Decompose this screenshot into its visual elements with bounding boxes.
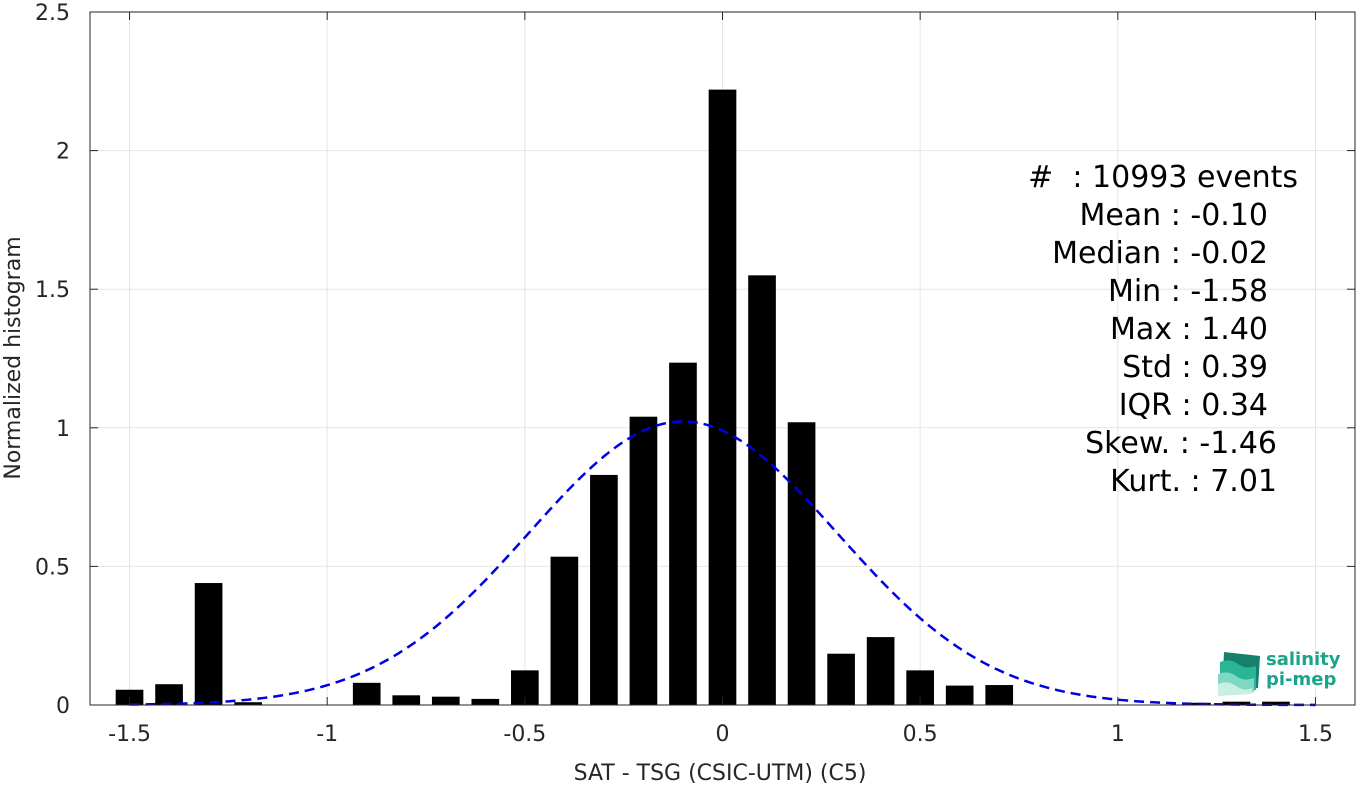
histogram-bar [748, 275, 776, 705]
statistics-box: # : 10993 events Mean : -0.10 Median : -… [0, 0, 1298, 499]
histogram-bar [945, 685, 974, 705]
wave-logo-icon [1218, 652, 1260, 696]
stat-kurt: Kurt. : 7.01 [1072, 429, 1277, 534]
stat-label: IQR [1118, 388, 1182, 423]
stat-max: Max : 1.40 [1072, 277, 1268, 382]
histogram-bar [392, 695, 421, 705]
histogram-bar [1183, 702, 1211, 705]
histogram-bar [590, 474, 618, 705]
normal-fit-curve [129, 420, 1316, 707]
stat-label: Max [1109, 312, 1182, 347]
logo-line-1: salinity [1266, 649, 1341, 670]
x-tick-label: 1.5 [1298, 722, 1333, 747]
stat-label: Mean [1079, 198, 1171, 233]
x-axis-label: SAT - TSG (CSIC-UTM) (C5) [574, 761, 867, 785]
stat-label: Kurt. [1110, 464, 1191, 499]
stat-value: : 0.34 [1181, 388, 1268, 423]
histogram-bar [985, 685, 1014, 705]
histogram-bar [708, 89, 737, 706]
histogram-bar [352, 682, 381, 705]
y-tick-label: 0.5 [35, 555, 70, 580]
stat-mean: Mean : -0.10 [1041, 163, 1268, 268]
stat-value: : -0.02 [1170, 236, 1268, 271]
stat-min: Min : -1.58 [1070, 239, 1268, 344]
histogram-bar [787, 422, 816, 705]
stat-iqr: IQR : 0.34 [1081, 353, 1268, 458]
y-tick-label: 2.5 [35, 1, 70, 26]
histogram-bar [629, 416, 658, 705]
stat-std: Std : 0.39 [1084, 315, 1268, 420]
histogram-bar [194, 583, 223, 705]
y-tick-label: 1 [56, 417, 70, 442]
histogram-bar [234, 702, 262, 705]
logo-line-2: pi-mep [1266, 669, 1337, 690]
stat-value: : -1.58 [1170, 274, 1268, 309]
x-tick-label: 0 [716, 722, 730, 747]
stat-label: # [1028, 160, 1073, 195]
histogram-bars [115, 89, 1290, 706]
stat-value: : 1.40 [1181, 312, 1268, 347]
stat-median: Median : -0.02 [1014, 201, 1268, 306]
stat-label: Std [1122, 350, 1182, 385]
stat-value: : 10993 events [1072, 160, 1299, 195]
x-tick-label: -1.5 [108, 722, 151, 747]
axis-ticks: -1.5 -1 -0.5 0 0.5 1 1.5 0 0.5 1 1.5 2 2.5 [35, 1, 1355, 747]
stat-value: : 0.39 [1181, 350, 1268, 385]
salinity-pimep-logo: salinity pi-mep [1216, 646, 1346, 696]
y-tick-label: 2 [56, 140, 70, 165]
x-tick-label: -0.5 [503, 722, 546, 747]
y-tick-label: 1.5 [35, 278, 70, 303]
histogram-bar [550, 556, 579, 705]
stat-skew: Skew. : -1.46 [1047, 391, 1277, 496]
stat-label: Min [1107, 274, 1171, 309]
histogram-bar [155, 684, 183, 705]
x-tick-label: -1 [316, 722, 338, 747]
histogram-bar [431, 696, 460, 705]
histogram-bar [866, 637, 895, 705]
histogram-bar [827, 653, 855, 705]
stat-events: # : 10993 events [990, 125, 1298, 230]
stat-label: Skew. [1085, 426, 1180, 461]
x-tick-label: 1 [1111, 722, 1125, 747]
stat-value: : 7.01 [1190, 464, 1277, 499]
y-tick-label: 0 [56, 694, 70, 719]
stat-value: : -0.10 [1170, 198, 1268, 233]
histogram-bar [669, 362, 697, 705]
x-tick-label: 0.5 [903, 722, 938, 747]
stat-label: Median [1052, 236, 1171, 271]
histogram-bar [471, 698, 500, 705]
histogram-bar [1262, 701, 1290, 705]
y-axis-label: Normalized histogram [1, 236, 26, 479]
stat-value: : -1.46 [1179, 426, 1277, 461]
